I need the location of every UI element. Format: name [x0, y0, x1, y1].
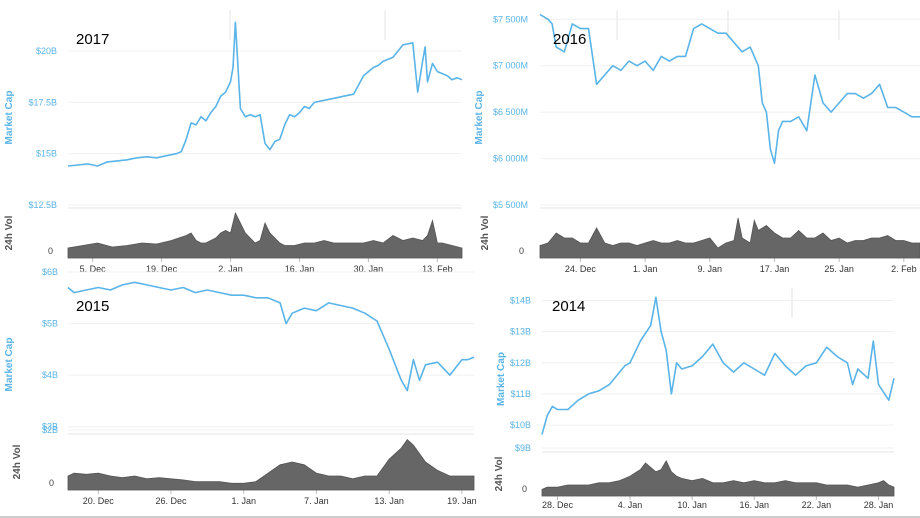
volume-axis-title: 24h Vol [480, 215, 491, 250]
x-tick-label: 5. Dec [80, 264, 107, 274]
y-tick-label: $15B [36, 149, 57, 159]
volume-area [539, 217, 920, 259]
y-tick-label: $11B [511, 389, 531, 399]
chart-title-2016: 2016 [553, 31, 587, 48]
x-tick-label: 28. Dec [542, 500, 574, 510]
x-tick-label: 30. Jan [354, 264, 384, 274]
y-axis-title: Market Cap [4, 338, 15, 392]
market-cap-line [539, 13, 920, 164]
y-tick-label: $7 500M [493, 14, 528, 24]
y-tick-label: $6 500M [493, 107, 528, 117]
volume-tick-label: 0 [49, 478, 54, 488]
volume-axis-title: 24h Vol [12, 444, 23, 479]
x-tick-label: 2. Jan [218, 264, 243, 274]
chart-2014: $14B $13B $12B $11B $10B $9B 0 Market Cap 24h Vo… [494, 288, 895, 510]
y-tick-label: $3B [42, 422, 58, 432]
chart-panel-2014: $14B $13B $12B $11B $10B $9B 0 Market Cap 24h Vo… [480, 278, 920, 518]
chart-panel-2017: $20B $17.5B $15B $12.5B 0 Market Cap 24h Vol 5.… [0, 0, 470, 278]
volume-tick-label: 0 [522, 484, 527, 494]
y-tick-label: $14B [510, 295, 531, 305]
market-cap-line [541, 296, 895, 435]
chart-panel-2015: $6B $5B $4B $3B $2B 0 Market Cap 24h Vol 20. Dec… [0, 262, 480, 518]
y-axis-title: Market Cap [496, 352, 507, 406]
y-tick-label: $13B [510, 327, 531, 337]
volume-tick-label: 0 [48, 246, 53, 256]
y-tick-label: $12B [510, 358, 531, 368]
x-tick-label: 16. Jan [739, 500, 769, 510]
x-tick-label: 22. Jan [802, 500, 832, 510]
volume-area [67, 211, 463, 259]
x-tick-label: 4. Jan [618, 500, 643, 510]
chart-panel-2016: $7 500M $7 000M $6 500M $6 000M $5 500M 0 Mark… [470, 0, 920, 278]
y-tick-label: $7 000M [493, 61, 528, 71]
y-axis-title: Market Cap [4, 91, 15, 145]
y-tick-label: $5B [42, 319, 58, 329]
chart-title-2017: 2017 [76, 31, 110, 48]
y-tick-label: $4B [42, 370, 58, 380]
volume-area [541, 459, 895, 497]
bottom-divider [0, 516, 920, 518]
market-cap-line [67, 21, 463, 167]
y-tick-label: $6 000M [493, 154, 528, 164]
x-tick-label: 7. Jan [304, 496, 329, 506]
x-tick-label: 9. Jan [698, 264, 723, 274]
volume-tick-label: 0 [519, 246, 524, 256]
x-tick-label: 26. Dec [155, 496, 187, 506]
chart-2017: $20B $17.5B $15B $12.5B 0 Market Cap 24h Vol 5.… [4, 10, 463, 274]
x-tick-label: 28. Jan [864, 500, 894, 510]
y-tick-label: $2B [42, 425, 58, 435]
x-tick-label: 13. Feb [422, 264, 453, 274]
chart-2015: $6B $5B $4B $3B$2B 0 Market Cap 24h Vol 20. Dec… [4, 267, 477, 506]
x-tick-label: 16. Jan [285, 264, 315, 274]
x-tick-label: 2. Feb [891, 264, 917, 274]
volume-area [67, 438, 475, 491]
y-tick-label: $20B [36, 46, 57, 56]
x-tick-label: 25. Jan [824, 264, 854, 274]
chart-title-2014: 2014 [552, 298, 586, 315]
y-axis-title: Market Cap [474, 91, 485, 145]
x-tick-label: 20. Dec [83, 496, 115, 506]
y-tick-label: $17.5B [28, 97, 57, 107]
chart-title-2015: 2015 [76, 298, 110, 315]
y-tick-label: $10B [510, 420, 531, 430]
x-tick-label: 13. Jan [374, 496, 404, 506]
volume-axis-title: 24h Vol [4, 215, 15, 250]
x-tick-label: 10. Jan [677, 500, 707, 510]
y-tick-label: $12.5B [28, 200, 57, 210]
x-tick-label: 1. Jan [633, 264, 658, 274]
y-tick-label: $9B [515, 443, 531, 453]
x-tick-label: 17. Jan [760, 264, 790, 274]
y-tick-label: $5 500M [493, 200, 528, 210]
x-tick-label: 24. Dec [565, 264, 597, 274]
market-cap-line [67, 281, 475, 392]
x-tick-label: 19. Jan [447, 496, 477, 506]
volume-axis-title: 24h Vol [494, 456, 505, 491]
y-tick-label: $6B [42, 267, 58, 277]
x-tick-label: 1. Jan [231, 496, 256, 506]
chart-2016: $7 500M $7 000M $6 500M $6 000M $5 500M 0 Mark… [474, 10, 920, 274]
x-tick-label: 19. Dec [146, 264, 178, 274]
